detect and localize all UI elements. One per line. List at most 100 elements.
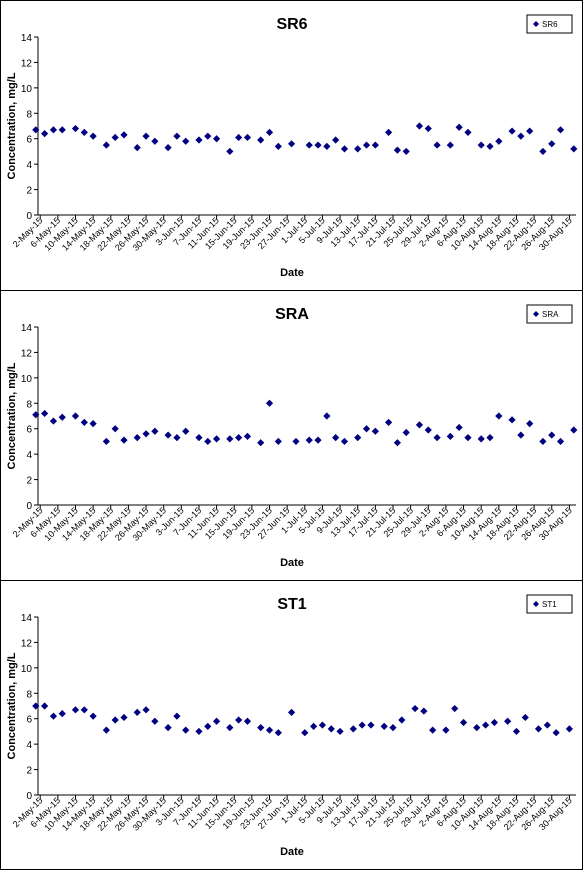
data-point bbox=[265, 726, 274, 734]
data-point bbox=[102, 437, 110, 446]
data-point bbox=[539, 437, 547, 446]
data-point bbox=[354, 145, 362, 153]
data-point bbox=[120, 131, 128, 139]
data-point bbox=[332, 434, 340, 442]
data-point bbox=[243, 432, 252, 440]
data-point bbox=[41, 130, 49, 138]
data-point bbox=[102, 726, 110, 734]
data-point bbox=[292, 437, 300, 446]
data-point bbox=[473, 724, 481, 732]
data-point bbox=[393, 146, 402, 154]
legend-box bbox=[526, 14, 573, 34]
y-tick-label: 12 bbox=[21, 58, 33, 69]
data-point bbox=[204, 722, 212, 730]
data-point bbox=[323, 142, 331, 150]
data-point bbox=[151, 717, 159, 725]
data-point bbox=[310, 722, 318, 730]
legend-marker bbox=[533, 311, 539, 317]
chart-panel-0: SR6 0 2 4 6 8 10 12 14 Concentration, mg/L 2-May-1… bbox=[0, 0, 583, 291]
data-point bbox=[442, 726, 450, 734]
data-point bbox=[420, 707, 428, 715]
y-tick-label: 2 bbox=[26, 766, 32, 777]
data-point bbox=[89, 420, 97, 428]
legend-label: SR6 bbox=[542, 20, 558, 29]
legend-marker bbox=[533, 21, 539, 27]
data-point bbox=[111, 425, 119, 433]
data-point bbox=[534, 725, 543, 733]
data-point bbox=[384, 128, 393, 136]
y-tick-label: 14 bbox=[21, 323, 33, 334]
data-point bbox=[504, 717, 512, 725]
y-tick-label: 0 bbox=[26, 501, 32, 512]
data-point bbox=[318, 721, 327, 729]
data-point bbox=[133, 144, 141, 152]
data-point bbox=[173, 434, 181, 442]
data-point bbox=[481, 721, 490, 729]
y-tick-label: 12 bbox=[21, 348, 33, 359]
data-point bbox=[336, 727, 344, 736]
data-point bbox=[402, 147, 410, 156]
data-point bbox=[235, 133, 243, 142]
data-point bbox=[371, 427, 379, 435]
data-point bbox=[521, 713, 529, 722]
y-axis-label: Concentration, mg/L bbox=[6, 72, 18, 179]
chart-panel-1: SRA 0 2 4 6 8 10 12 14 Concentration, mg/L 2-May-1… bbox=[0, 290, 583, 581]
data-point bbox=[455, 123, 463, 131]
legend: SR6 bbox=[526, 14, 573, 34]
data-point bbox=[49, 126, 58, 134]
data-point bbox=[459, 718, 468, 727]
y-tick-label: 14 bbox=[21, 33, 33, 44]
data-point bbox=[287, 708, 296, 716]
data-point bbox=[265, 399, 274, 407]
data-point bbox=[212, 135, 221, 143]
data-point bbox=[415, 421, 424, 429]
data-point bbox=[570, 426, 578, 434]
y-tick-label: 6 bbox=[26, 425, 32, 436]
data-point bbox=[41, 702, 49, 710]
data-point bbox=[570, 145, 578, 153]
data-point bbox=[358, 721, 366, 729]
data-point bbox=[451, 704, 459, 713]
data-point bbox=[402, 428, 410, 437]
data-point bbox=[133, 434, 141, 442]
data-point bbox=[565, 725, 573, 733]
data-point bbox=[508, 127, 516, 135]
data-point bbox=[89, 132, 97, 140]
legend-label: SRA bbox=[542, 310, 559, 319]
data-point bbox=[526, 420, 534, 428]
data-point bbox=[398, 716, 406, 724]
data-point bbox=[477, 141, 485, 149]
y-tick-label: 2 bbox=[26, 186, 32, 197]
data-point bbox=[142, 132, 150, 140]
data-point bbox=[257, 724, 265, 732]
data-point bbox=[305, 141, 313, 149]
data-point bbox=[362, 141, 371, 149]
data-point bbox=[301, 729, 309, 737]
data-point bbox=[182, 726, 190, 734]
y-tick-label: 0 bbox=[26, 211, 32, 222]
data-point bbox=[415, 122, 424, 130]
data-point bbox=[195, 434, 203, 442]
data-point bbox=[151, 427, 159, 435]
data-point bbox=[543, 721, 551, 729]
data-point bbox=[58, 413, 66, 421]
data-point bbox=[151, 137, 159, 145]
chart-panel-2: ST1 0 2 4 6 8 10 12 14 Concentration, mg/L 2-May-1… bbox=[0, 580, 583, 870]
data-point bbox=[389, 724, 397, 732]
y-tick-label: 12 bbox=[21, 638, 33, 649]
data-point bbox=[235, 434, 243, 442]
data-point bbox=[314, 141, 322, 149]
data-point bbox=[257, 439, 265, 447]
data-point bbox=[464, 128, 472, 136]
data-point bbox=[274, 437, 282, 446]
data-point bbox=[212, 717, 221, 725]
y-tick-label: 4 bbox=[26, 740, 32, 751]
data-point bbox=[133, 708, 141, 716]
y-tick-label: 0 bbox=[26, 791, 32, 802]
y-tick-label: 2 bbox=[26, 476, 32, 487]
data-point bbox=[49, 417, 58, 425]
data-point bbox=[340, 437, 349, 446]
data-point bbox=[349, 725, 357, 733]
data-point bbox=[32, 411, 40, 419]
